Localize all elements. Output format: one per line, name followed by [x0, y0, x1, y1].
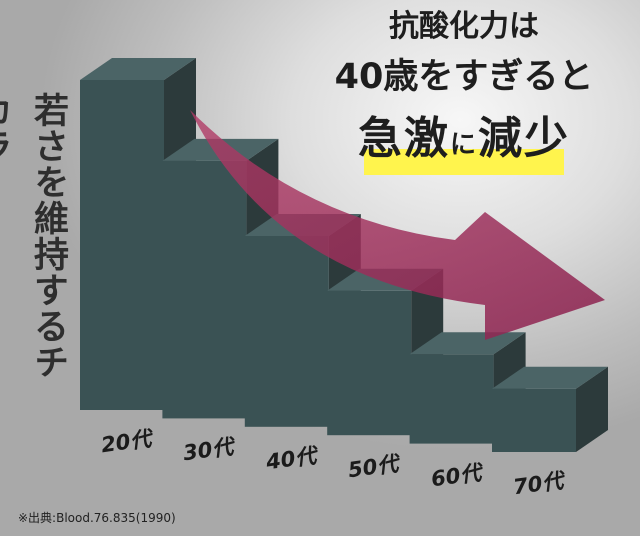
headline-line3: 急激に減少: [358, 106, 570, 181]
tick-label: 60代: [429, 460, 483, 491]
bar-front: [409, 354, 494, 444]
y-axis-label: 若さを維持するチカラ: [0, 92, 68, 380]
bar-front: [327, 290, 412, 436]
bar-front: [244, 236, 329, 427]
headline-particle: に: [449, 130, 478, 160]
source-note: ※出典:Blood.76.835(1990): [18, 511, 176, 525]
headline: 抗酸化力は 40歳をすぎると 急激に減少: [306, 6, 622, 181]
bar-top: [409, 332, 526, 355]
bar-front: [492, 388, 576, 452]
headline-word-decrease: 減少: [478, 113, 570, 164]
bar-top: [492, 366, 608, 389]
headline-word-rapid: 急激: [357, 113, 450, 164]
headline-line1: 抗酸化力は: [389, 9, 539, 44]
bar-front: [80, 80, 164, 410]
bar-70代: [492, 366, 608, 452]
bar-side: [576, 366, 608, 452]
bar-top: [80, 58, 196, 80]
headline-line2: 40歳をすぎると: [334, 57, 594, 97]
bar-front: [162, 160, 247, 419]
decline-arrow: [190, 110, 605, 340]
highlight-band: [363, 149, 564, 175]
